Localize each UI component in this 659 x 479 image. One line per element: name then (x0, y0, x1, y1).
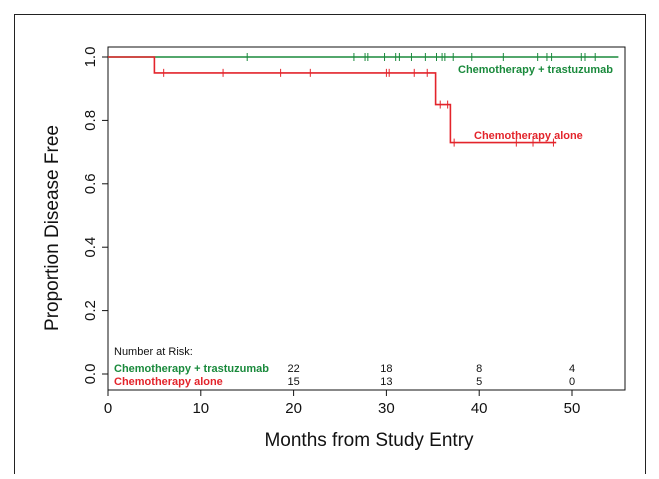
series-label-green: Chemotherapy + trastuzumab (458, 64, 613, 76)
plot-area (107, 46, 626, 391)
x-tick-label: 50 (564, 400, 581, 417)
risk-count: 8 (476, 363, 482, 375)
y-tick-label: 0.4 (82, 237, 99, 258)
x-tick-label: 0 (104, 400, 112, 417)
y-tick-label: 0.2 (82, 300, 99, 321)
risk-table: Number at Risk: Chemotherapy + trastuzuma… (114, 346, 575, 388)
x-axis: 0 10 20 30 40 50 (104, 390, 581, 417)
risk-table-title: Number at Risk: (114, 346, 193, 358)
x-axis-label: Months from Study Entry (264, 430, 474, 451)
risk-count: 18 (380, 363, 392, 375)
y-tick-label: 0.0 (82, 364, 99, 385)
y-tick-label: 1.0 (82, 47, 99, 68)
y-axis-label: Proportion Disease Free (42, 125, 63, 331)
x-tick-label: 10 (192, 400, 209, 417)
y-tick-label: 0.8 (82, 110, 99, 131)
risk-row-label: Chemotherapy alone (114, 376, 223, 388)
curve-chemo-alone (108, 56, 557, 144)
x-tick-label: 20 (285, 400, 302, 417)
y-tick-label: 0.6 (82, 173, 99, 194)
risk-count: 0 (569, 376, 575, 388)
survival-curves (108, 53, 619, 147)
risk-count: 13 (380, 376, 392, 388)
risk-count: 5 (476, 376, 482, 388)
y-axis: 0.0 0.2 0.4 0.6 0.8 1.0 (82, 47, 108, 385)
risk-count: 15 (287, 376, 299, 388)
figure-frame (14, 14, 646, 474)
risk-count: 22 (287, 363, 299, 375)
series-label-red: Chemotherapy alone (474, 130, 583, 142)
risk-count: 4 (569, 363, 575, 375)
x-tick-label: 40 (471, 400, 488, 417)
risk-row-label: Chemotherapy + trastuzumab (114, 363, 269, 375)
x-tick-label: 30 (378, 400, 395, 417)
